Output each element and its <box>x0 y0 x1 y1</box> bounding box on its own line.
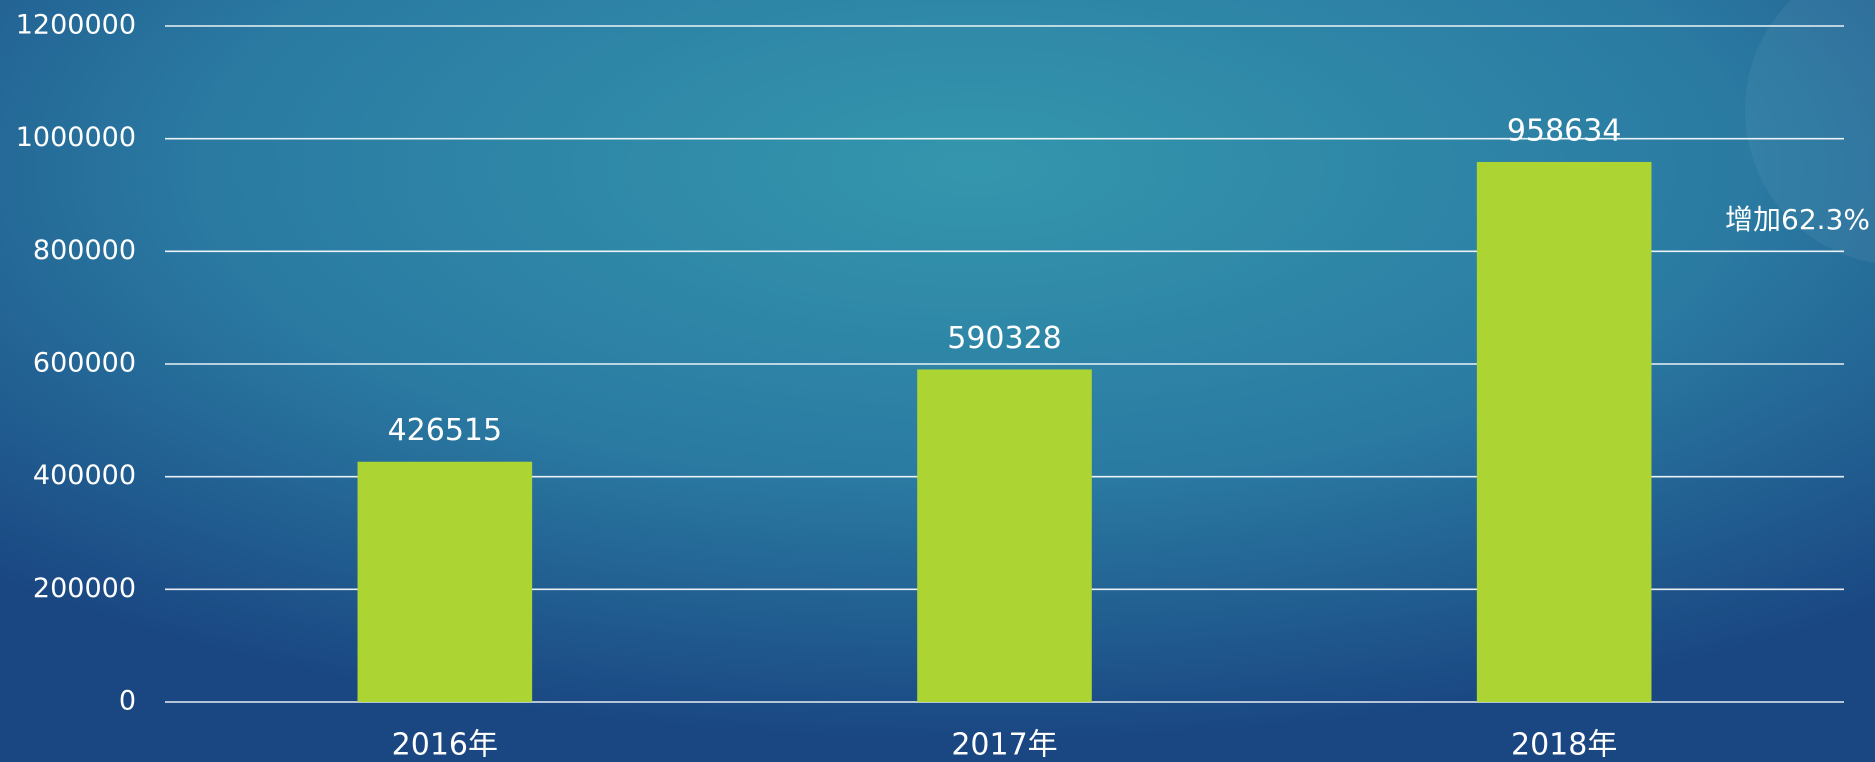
x-tick-label: 2018年 <box>1511 728 1617 762</box>
x-tick-label: 2016年 <box>392 728 498 762</box>
bar <box>917 369 1092 702</box>
bar <box>1476 161 1652 703</box>
y-tick-label: 1200000 <box>16 10 136 41</box>
data-label: 590328 <box>947 321 1062 356</box>
bar <box>357 461 533 702</box>
data-label: 958634 <box>1507 113 1622 148</box>
annotation: 增加62.3% <box>1725 203 1870 236</box>
y-tick-label: 600000 <box>33 348 136 379</box>
y-tick-label: 200000 <box>33 573 136 604</box>
data-label: 426515 <box>388 413 503 448</box>
y-tick-label: 400000 <box>33 460 136 491</box>
x-tick-label: 2017年 <box>951 728 1057 762</box>
y-tick-label: 1000000 <box>16 122 136 153</box>
y-tick-label: 800000 <box>33 235 136 266</box>
decoration <box>1745 0 1875 263</box>
y-tick-label: 0 <box>119 686 136 717</box>
